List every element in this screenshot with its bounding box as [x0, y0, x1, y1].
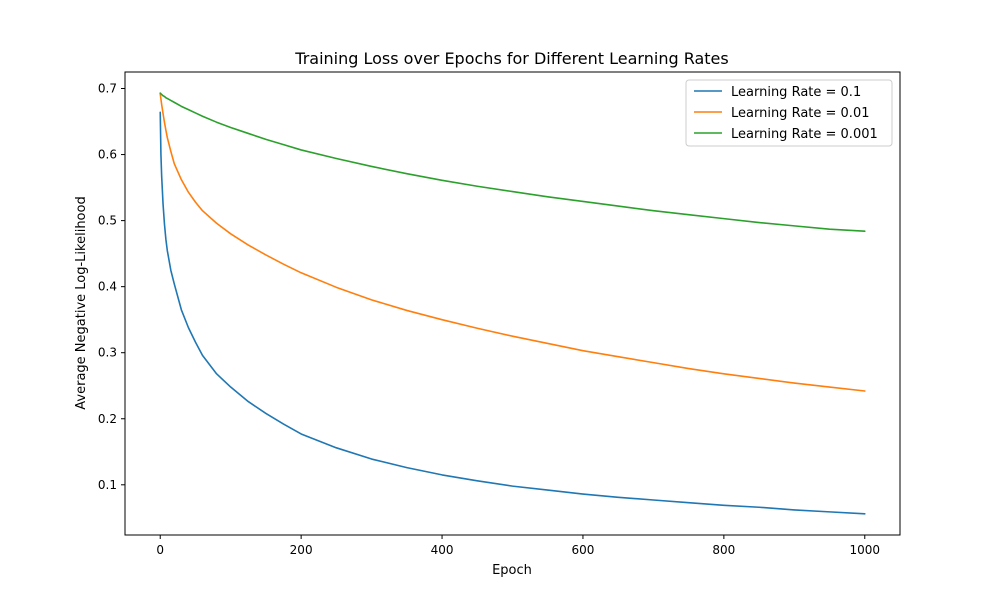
y-tick-label: 0.4: [98, 280, 117, 294]
x-tick-label: 200: [290, 543, 313, 557]
series-layer: [159, 92, 866, 515]
y-tick-label: 0.6: [98, 148, 117, 162]
chart-title: Training Loss over Epochs for Different …: [294, 49, 728, 68]
y-tick-label: 0.2: [98, 412, 117, 426]
legend-label-3: Learning Rate = 0.001: [731, 127, 878, 142]
x-axis-label: Epoch: [492, 563, 532, 578]
legend-box: [685, 79, 893, 147]
plot-frame: [124, 71, 901, 536]
x-tick-label: 0: [156, 543, 164, 557]
x-tick-label: 1000: [849, 543, 880, 557]
x-tick-label: 400: [431, 543, 454, 557]
y-tick-label: 0.5: [98, 214, 117, 228]
legend-label-2: Learning Rate = 0.01: [731, 106, 869, 121]
y-tick-label: 0.1: [98, 478, 117, 492]
series-line-3: [159, 92, 866, 232]
legend-label-1: Learning Rate = 0.1: [731, 85, 861, 100]
y-axis-label: Average Negative Log-Likelihood: [74, 196, 89, 409]
series-line-2: [159, 93, 866, 392]
legend: Learning Rate = 0.1 Learning Rate = 0.01 L…: [685, 79, 893, 147]
series-line-1: [159, 111, 866, 515]
tick-layer: 0 200 400 600 800 1000 0.1 0.2 0.3 0.4 0.5 0.6 0.7: [98, 82, 880, 557]
y-tick-label: 0.3: [98, 346, 117, 360]
x-tick-label: 600: [572, 543, 595, 557]
x-tick-label: 800: [712, 543, 735, 557]
y-tick-label: 0.7: [98, 82, 117, 96]
